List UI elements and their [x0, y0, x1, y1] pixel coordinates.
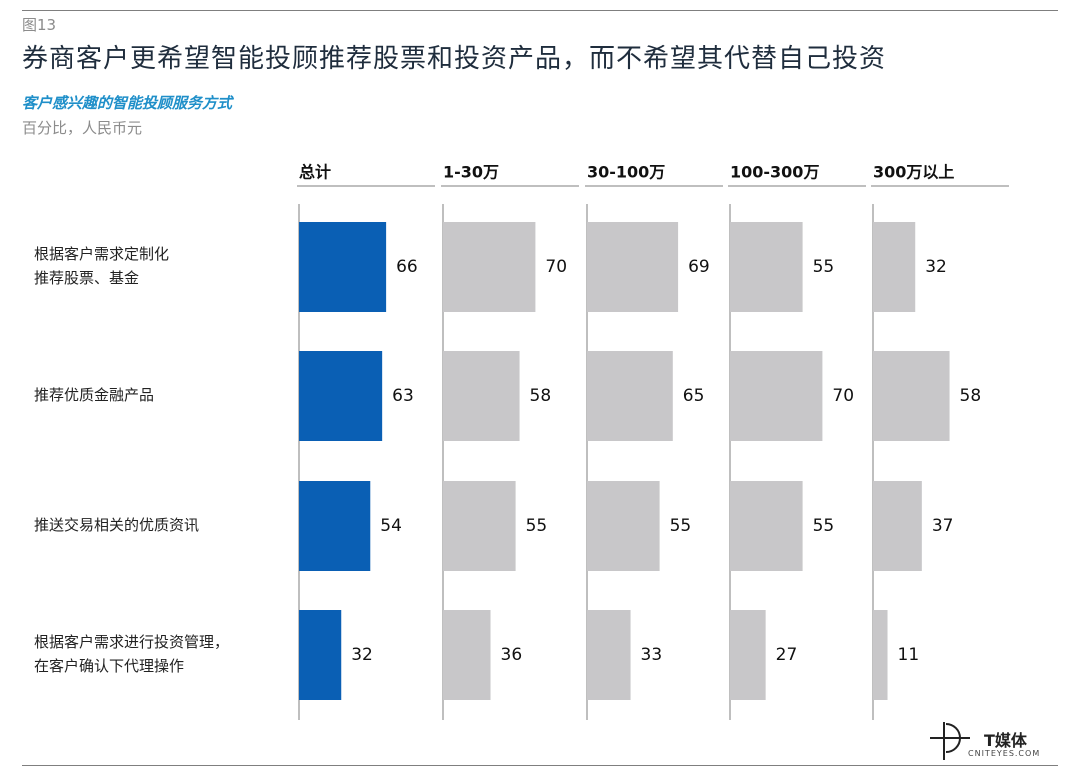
bar — [587, 610, 631, 700]
bottom-rule — [22, 765, 1058, 766]
data-label: 55 — [813, 516, 835, 536]
bar — [587, 222, 679, 312]
data-label: 55 — [670, 516, 692, 536]
logo-sub: CNITEYES.COM — [968, 749, 1041, 758]
column-header: 100-300万 — [730, 163, 819, 182]
bar — [299, 481, 371, 571]
top-rule — [22, 10, 1058, 11]
chart-subtitle: 客户感兴趣的智能投顾服务方式 — [22, 94, 233, 112]
data-label: 70 — [545, 257, 567, 277]
data-label: 63 — [392, 386, 414, 406]
data-label: 66 — [396, 257, 418, 277]
data-label: 58 — [960, 386, 982, 406]
data-label: 55 — [813, 257, 835, 277]
category-label: 推荐股票、基金 — [34, 269, 139, 287]
column-header: 30-100万 — [587, 163, 665, 182]
category-label: 在客户确认下代理操作 — [34, 657, 184, 675]
bar — [730, 610, 766, 700]
data-label: 36 — [501, 645, 523, 665]
bar — [873, 481, 922, 571]
bar — [587, 481, 660, 571]
data-label: 32 — [351, 645, 373, 665]
bar — [730, 481, 803, 571]
data-label: 69 — [688, 257, 710, 277]
t-media-logo-icon — [930, 722, 970, 760]
logo-name: T媒体 — [984, 731, 1027, 750]
bar — [873, 610, 888, 700]
data-label: 58 — [530, 386, 552, 406]
data-label: 11 — [898, 645, 920, 665]
category-label: 推荐优质金融产品 — [34, 386, 154, 404]
data-label: 55 — [526, 516, 548, 536]
bar — [443, 481, 516, 571]
bar — [730, 351, 823, 441]
category-label: 根据客户需求进行投资管理， — [34, 633, 229, 651]
bar — [587, 351, 673, 441]
data-label: 27 — [776, 645, 798, 665]
bar — [443, 351, 520, 441]
data-label: 32 — [925, 257, 947, 277]
column-header: 1-30万 — [443, 163, 499, 182]
bar — [443, 610, 491, 700]
data-label: 65 — [683, 386, 705, 406]
data-label: 37 — [932, 516, 954, 536]
bar — [299, 610, 342, 700]
figure-label: 图13 — [22, 16, 57, 34]
data-label: 54 — [380, 516, 402, 536]
bar — [443, 222, 536, 312]
bar — [299, 351, 383, 441]
bar — [299, 222, 387, 312]
category-label: 推送交易相关的优质资讯 — [34, 516, 199, 534]
category-label: 根据客户需求定制化 — [34, 245, 169, 263]
bar — [730, 222, 803, 312]
column-header: 300万以上 — [873, 163, 954, 182]
data-label: 70 — [832, 386, 854, 406]
chart-title: 券商客户更希望智能投顾推荐股票和投资产品，而不希望其代替自己投资 — [22, 44, 887, 74]
column-header: 总计 — [299, 163, 331, 182]
bar — [873, 222, 916, 312]
unit-note: 百分比，人民币元 — [22, 119, 143, 137]
data-label: 33 — [641, 645, 663, 665]
bar — [873, 351, 950, 441]
